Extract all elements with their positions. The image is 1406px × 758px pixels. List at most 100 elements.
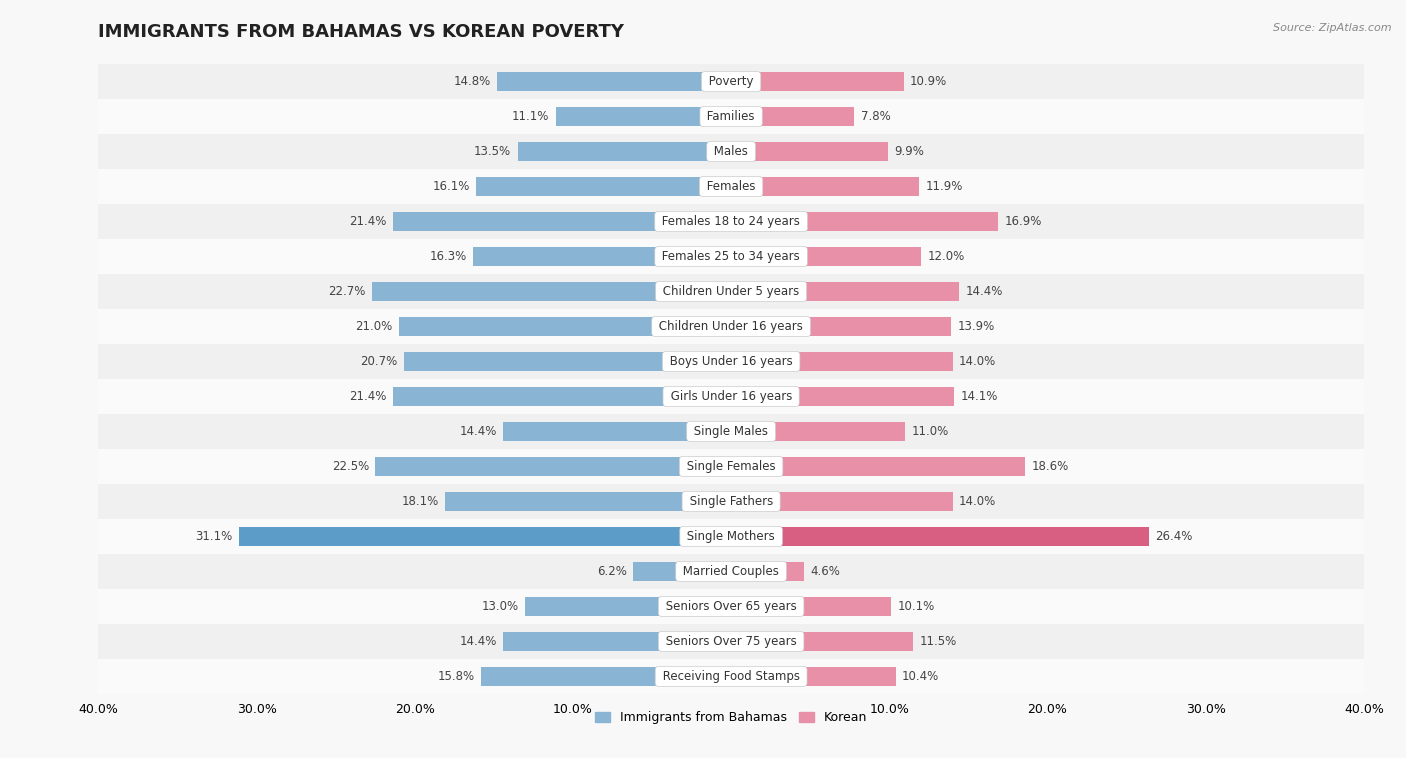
Text: Males: Males <box>710 145 752 158</box>
Bar <box>503 631 731 651</box>
Text: 31.1%: 31.1% <box>195 530 233 543</box>
Text: 13.0%: 13.0% <box>482 600 519 613</box>
Text: 10.9%: 10.9% <box>910 75 948 88</box>
Bar <box>98 519 1364 554</box>
Text: 14.0%: 14.0% <box>959 495 995 508</box>
Text: 7.8%: 7.8% <box>860 110 890 123</box>
Text: Children Under 5 years: Children Under 5 years <box>659 285 803 298</box>
Bar <box>731 667 896 686</box>
Bar <box>731 527 1149 546</box>
Legend: Immigrants from Bahamas, Korean: Immigrants from Bahamas, Korean <box>589 706 873 729</box>
Text: Children Under 16 years: Children Under 16 years <box>655 320 807 333</box>
Text: 22.7%: 22.7% <box>329 285 366 298</box>
Text: 4.6%: 4.6% <box>810 565 839 578</box>
Text: Boys Under 16 years: Boys Under 16 years <box>666 355 796 368</box>
Text: 10.4%: 10.4% <box>903 670 939 683</box>
Bar <box>731 422 905 441</box>
Bar <box>98 484 1364 519</box>
Text: Seniors Over 75 years: Seniors Over 75 years <box>662 635 800 648</box>
Bar <box>503 422 731 441</box>
Text: 14.0%: 14.0% <box>959 355 995 368</box>
Text: 6.2%: 6.2% <box>598 565 627 578</box>
Bar <box>392 387 731 406</box>
Text: 13.9%: 13.9% <box>957 320 994 333</box>
Text: Receiving Food Stamps: Receiving Food Stamps <box>659 670 803 683</box>
Bar <box>98 659 1364 694</box>
Bar <box>98 589 1364 624</box>
Bar <box>731 562 804 581</box>
Text: 11.9%: 11.9% <box>925 180 963 193</box>
Text: 20.7%: 20.7% <box>360 355 398 368</box>
Bar <box>731 492 952 511</box>
Text: 11.1%: 11.1% <box>512 110 550 123</box>
Bar <box>731 247 921 266</box>
Bar <box>98 204 1364 239</box>
Bar <box>481 667 731 686</box>
Text: 13.5%: 13.5% <box>474 145 512 158</box>
Text: 16.3%: 16.3% <box>430 250 467 263</box>
Bar <box>98 134 1364 169</box>
Text: 18.6%: 18.6% <box>1032 460 1069 473</box>
Text: 26.4%: 26.4% <box>1154 530 1192 543</box>
Bar <box>444 492 731 511</box>
Bar <box>496 72 731 91</box>
Bar <box>526 597 731 616</box>
Text: 10.1%: 10.1% <box>897 600 935 613</box>
Text: 16.9%: 16.9% <box>1005 215 1042 228</box>
Text: 21.0%: 21.0% <box>356 320 392 333</box>
Bar <box>731 457 1025 476</box>
Bar <box>731 282 959 301</box>
Bar <box>474 247 731 266</box>
Text: 11.0%: 11.0% <box>911 425 949 438</box>
Text: 21.4%: 21.4% <box>349 390 387 403</box>
Text: 18.1%: 18.1% <box>401 495 439 508</box>
Bar <box>98 554 1364 589</box>
Text: IMMIGRANTS FROM BAHAMAS VS KOREAN POVERTY: IMMIGRANTS FROM BAHAMAS VS KOREAN POVERT… <box>98 23 624 41</box>
Bar <box>98 99 1364 134</box>
Bar <box>555 107 731 127</box>
Text: 15.8%: 15.8% <box>437 670 475 683</box>
Text: Single Males: Single Males <box>690 425 772 438</box>
Bar <box>731 212 998 231</box>
Bar <box>239 527 731 546</box>
Bar <box>517 142 731 161</box>
Bar <box>392 212 731 231</box>
Bar <box>731 631 912 651</box>
Bar <box>731 107 855 127</box>
Bar <box>399 317 731 336</box>
Bar <box>98 379 1364 414</box>
Bar <box>98 309 1364 344</box>
Text: 9.9%: 9.9% <box>894 145 924 158</box>
Bar <box>98 624 1364 659</box>
Text: Females 18 to 24 years: Females 18 to 24 years <box>658 215 804 228</box>
Text: Single Females: Single Females <box>683 460 779 473</box>
Bar <box>98 414 1364 449</box>
Bar <box>404 352 731 371</box>
Bar <box>98 169 1364 204</box>
Bar <box>731 72 904 91</box>
Bar <box>731 317 950 336</box>
Bar <box>98 64 1364 99</box>
Text: Females: Females <box>703 180 759 193</box>
Text: Families: Families <box>703 110 759 123</box>
Bar <box>375 457 731 476</box>
Bar <box>731 352 952 371</box>
Bar <box>98 239 1364 274</box>
Text: Poverty: Poverty <box>704 75 758 88</box>
Text: 14.8%: 14.8% <box>454 75 491 88</box>
Text: 16.1%: 16.1% <box>433 180 470 193</box>
Bar <box>731 387 955 406</box>
Text: Girls Under 16 years: Girls Under 16 years <box>666 390 796 403</box>
Bar <box>731 597 891 616</box>
Text: 14.4%: 14.4% <box>460 635 496 648</box>
Bar <box>98 274 1364 309</box>
Text: Single Mothers: Single Mothers <box>683 530 779 543</box>
Text: Source: ZipAtlas.com: Source: ZipAtlas.com <box>1274 23 1392 33</box>
Bar <box>633 562 731 581</box>
Text: Females 25 to 34 years: Females 25 to 34 years <box>658 250 804 263</box>
Bar <box>373 282 731 301</box>
Text: Single Fathers: Single Fathers <box>686 495 776 508</box>
Text: Seniors Over 65 years: Seniors Over 65 years <box>662 600 800 613</box>
Text: 21.4%: 21.4% <box>349 215 387 228</box>
Text: 14.4%: 14.4% <box>965 285 1002 298</box>
